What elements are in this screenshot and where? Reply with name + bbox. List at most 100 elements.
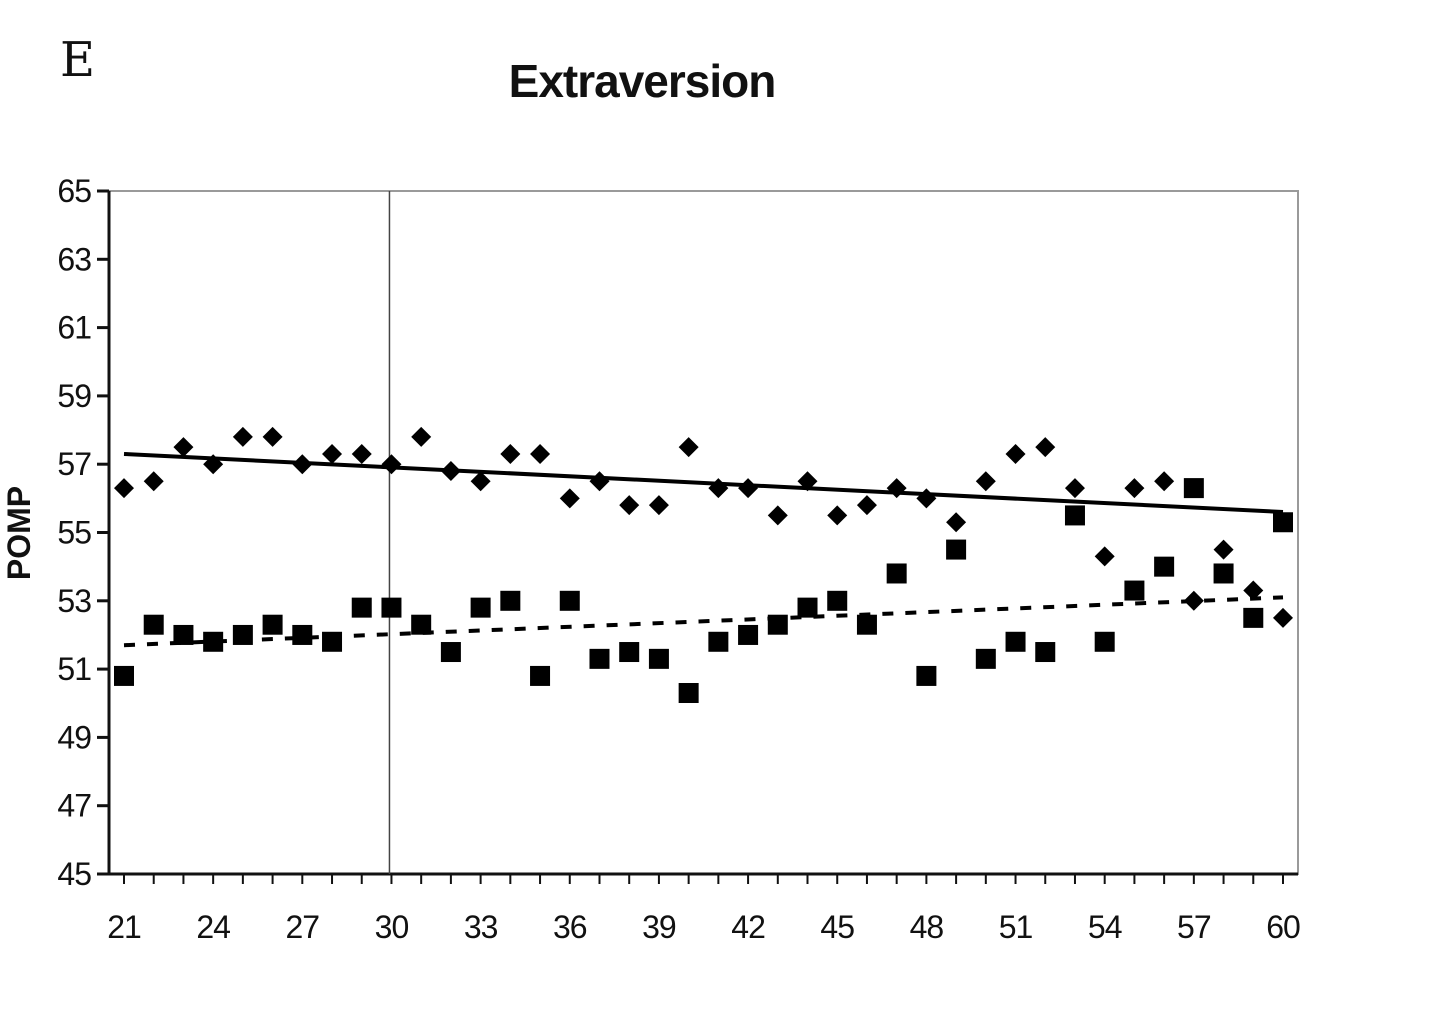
diamond-point: [738, 478, 759, 499]
diamond-point: [559, 488, 580, 509]
square-point: [559, 590, 580, 611]
y-tick-label: 65: [57, 173, 91, 209]
panel-label: E: [60, 32, 95, 88]
diamond-point: [1064, 478, 1085, 499]
diamond-point: [975, 471, 996, 492]
diamond-point: [1154, 471, 1175, 492]
diamond-point: [292, 454, 313, 475]
x-tick-label: 30: [375, 909, 409, 945]
trendline-dashed: [123, 595, 1284, 648]
diamond-point: [1124, 478, 1145, 499]
y-tick-label: 63: [57, 241, 91, 277]
square-point: [1243, 607, 1264, 628]
square-point: [886, 563, 907, 584]
diamond-point: [946, 512, 967, 533]
x-tick-label: 42: [731, 909, 765, 945]
square-point: [678, 683, 699, 704]
diamond-point: [1094, 546, 1115, 567]
square-point: [114, 665, 134, 686]
x-axis-ticks: 21 24 27 30 33 36 39 42 45 48 51 54 57 60: [107, 874, 1301, 945]
y-axis-ticks: 45 47 49 51 53 55 57 59 61 63 65: [57, 173, 109, 892]
square-point: [1183, 478, 1204, 499]
square-point: [708, 631, 729, 652]
square-point: [975, 648, 996, 669]
y-tick-label: 49: [57, 719, 91, 755]
y-tick-label: 51: [57, 651, 91, 687]
square-point: [262, 614, 283, 635]
y-tick-label: 57: [57, 446, 91, 482]
x-tick-label: 51: [999, 909, 1033, 945]
diamond-point: [856, 495, 877, 516]
square-point: [1005, 631, 1026, 652]
diamond-point: [173, 437, 194, 458]
square-point: [589, 648, 610, 669]
x-tick-label: 33: [464, 909, 498, 945]
square-point: [1124, 580, 1145, 601]
square-point: [1154, 556, 1175, 577]
square-point: [232, 624, 253, 645]
data-markers: [114, 426, 1293, 704]
diamond-point: [619, 495, 640, 516]
square-point: [1213, 563, 1234, 584]
diamond-point: [232, 426, 253, 447]
square-point: [856, 614, 877, 635]
square-point: [797, 597, 818, 618]
diamond-point: [648, 495, 669, 516]
x-tick-label: 45: [820, 909, 854, 945]
diamond-point: [1213, 539, 1234, 560]
diamond-point: [1183, 590, 1204, 611]
diamond-point: [470, 471, 491, 492]
square-point: [440, 642, 461, 663]
square-point: [1064, 505, 1085, 526]
y-tick-label: 55: [57, 515, 91, 551]
x-tick-label: 54: [1088, 909, 1122, 945]
square-point: [648, 648, 669, 669]
square-point: [738, 624, 759, 645]
square-point: [411, 614, 432, 635]
x-tick-label: 60: [1266, 909, 1300, 945]
diamond-point: [1243, 580, 1264, 601]
square-point: [203, 631, 224, 652]
y-tick-label: 59: [57, 378, 91, 414]
diamond-point: [143, 471, 164, 492]
square-point: [530, 665, 551, 686]
square-point: [619, 642, 640, 663]
square-point: [916, 665, 937, 686]
x-tick-label: 21: [107, 909, 141, 945]
trendline-solid: [123, 451, 1284, 515]
diamond-point: [1273, 607, 1293, 628]
diamond-point: [886, 478, 907, 499]
x-tick-label: 48: [910, 909, 944, 945]
diamond-point: [322, 443, 343, 464]
x-tick-label: 36: [553, 909, 587, 945]
diamond-point: [114, 478, 134, 499]
diamond-point: [500, 443, 521, 464]
diamond-point: [678, 437, 699, 458]
diamond-point: [440, 461, 461, 482]
square-point: [143, 614, 164, 635]
y-tick-label: 47: [57, 788, 91, 824]
x-tick-label: 57: [1177, 909, 1211, 945]
diamond-point: [797, 471, 818, 492]
y-tick-label: 61: [57, 310, 91, 346]
diamond-point: [1005, 443, 1026, 464]
y-tick-label: 45: [57, 856, 91, 892]
square-point: [946, 539, 967, 560]
diamond-point: [530, 443, 551, 464]
trendlines: [123, 451, 1284, 648]
diamond-point: [262, 426, 283, 447]
chart-title: Extraversion: [509, 55, 776, 107]
diamond-point: [767, 505, 788, 526]
diamond-point: [351, 443, 372, 464]
square-point: [292, 624, 313, 645]
square-point: [827, 590, 848, 611]
square-point: [767, 614, 788, 635]
square-point: [351, 597, 372, 618]
diamond-point: [1035, 437, 1056, 458]
square-point: [1094, 631, 1115, 652]
y-tick-label: 53: [57, 583, 91, 619]
diamond-point: [411, 426, 432, 447]
diamond-point: [203, 454, 224, 475]
square-point: [381, 597, 402, 618]
